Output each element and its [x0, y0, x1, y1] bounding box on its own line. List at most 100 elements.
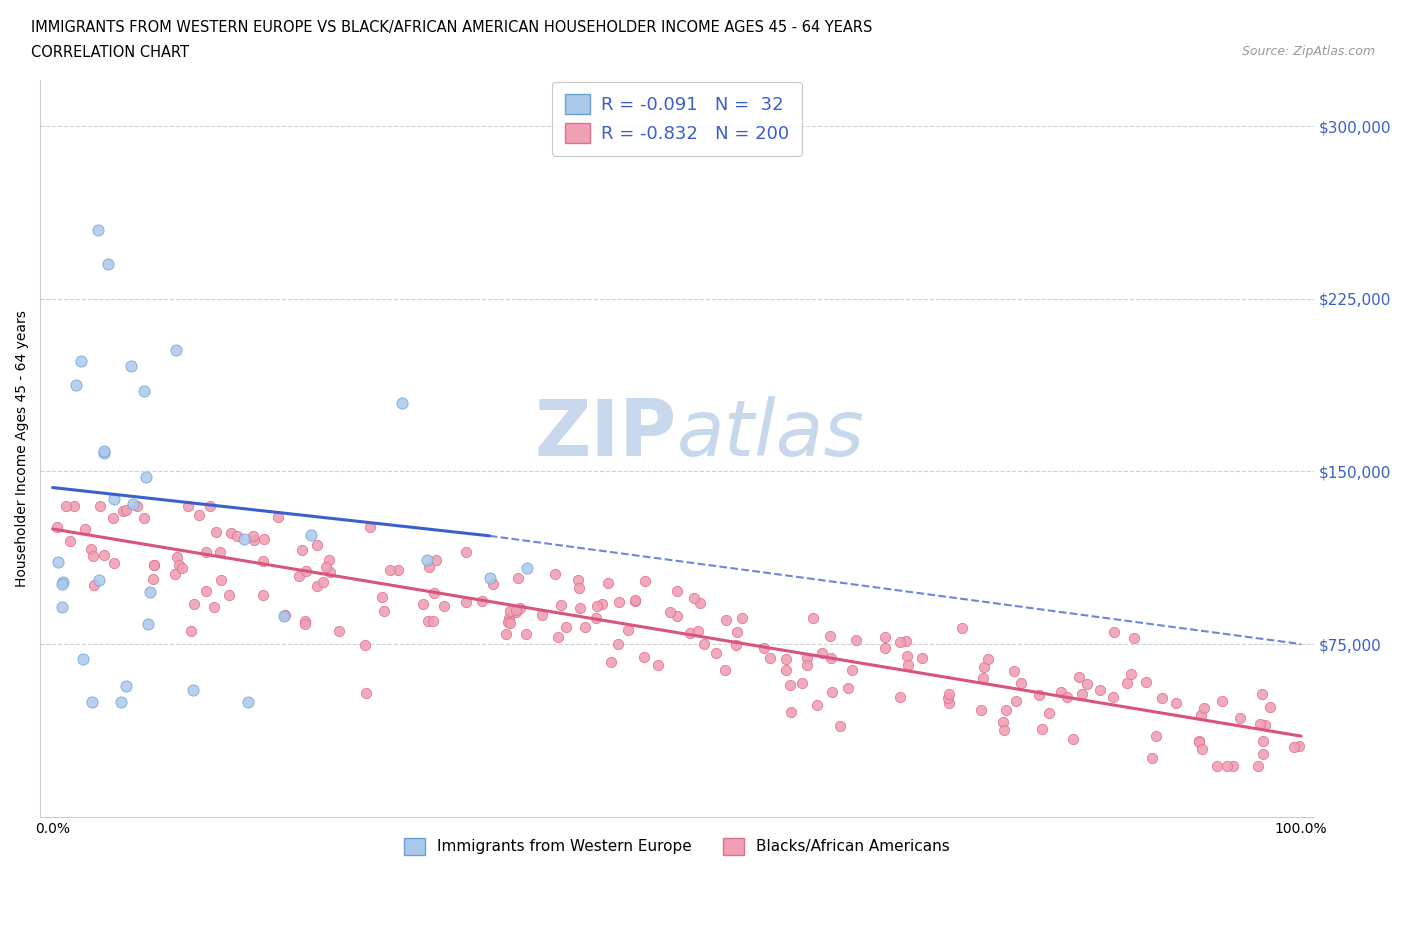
Point	[1135, 674, 1157, 689]
Point	[83, 578, 105, 592]
Point	[226, 528, 249, 543]
Text: CORRELATION CHART: CORRELATION CHART	[31, 45, 188, 60]
Point	[416, 552, 439, 567]
Point	[665, 608, 688, 623]
Point	[294, 614, 316, 629]
Point	[544, 566, 567, 581]
Point	[689, 595, 711, 610]
Point	[287, 569, 309, 584]
Point	[731, 610, 754, 625]
Point	[80, 541, 103, 556]
Point	[779, 678, 801, 693]
Point	[328, 623, 350, 638]
Point	[111, 503, 134, 518]
Point	[725, 625, 748, 640]
Point	[51, 574, 73, 589]
Point	[46, 554, 69, 569]
Point	[499, 604, 522, 618]
Point	[623, 593, 645, 608]
Point	[243, 533, 266, 548]
Point	[574, 619, 596, 634]
Point	[647, 658, 669, 672]
Point	[841, 663, 863, 678]
Point	[896, 648, 918, 663]
Point	[950, 620, 973, 635]
Point	[1150, 690, 1173, 705]
Point	[821, 684, 844, 699]
Point	[1258, 700, 1281, 715]
Point	[796, 650, 818, 665]
Point	[555, 619, 578, 634]
Point	[1122, 631, 1144, 645]
Point	[547, 630, 569, 644]
Point	[1070, 686, 1092, 701]
Point	[307, 538, 329, 552]
Point	[96, 257, 118, 272]
Point	[1002, 664, 1025, 679]
Point	[205, 525, 228, 539]
Point	[976, 652, 998, 667]
Point	[936, 690, 959, 705]
Point	[299, 527, 322, 542]
Text: IMMIGRANTS FROM WESTERN EUROPE VS BLACK/AFRICAN AMERICAN HOUSEHOLDER INCOME AGES: IMMIGRANTS FROM WESTERN EUROPE VS BLACK/…	[31, 20, 872, 35]
Point	[51, 577, 73, 591]
Point	[1229, 711, 1251, 725]
Point	[62, 498, 84, 513]
Point	[218, 588, 240, 603]
Point	[163, 567, 186, 582]
Point	[911, 650, 934, 665]
Point	[312, 575, 335, 590]
Point	[139, 584, 162, 599]
Point	[759, 651, 782, 666]
Point	[82, 694, 104, 709]
Point	[120, 358, 142, 373]
Point	[505, 603, 527, 618]
Point	[686, 623, 709, 638]
Point	[1251, 686, 1274, 701]
Point	[801, 610, 824, 625]
Point	[315, 560, 337, 575]
Point	[391, 395, 413, 410]
Point	[103, 511, 125, 525]
Point	[1166, 696, 1188, 711]
Point	[294, 617, 316, 631]
Point	[585, 610, 607, 625]
Point	[253, 532, 276, 547]
Point	[1187, 734, 1209, 749]
Point	[993, 723, 1015, 737]
Point	[456, 545, 478, 560]
Point	[568, 580, 591, 595]
Point	[568, 601, 591, 616]
Point	[873, 641, 896, 656]
Point	[607, 595, 630, 610]
Point	[1069, 670, 1091, 684]
Point	[505, 604, 527, 619]
Point	[790, 675, 813, 690]
Point	[354, 637, 377, 652]
Point	[591, 596, 613, 611]
Point	[1249, 716, 1271, 731]
Point	[319, 565, 342, 579]
Point	[202, 599, 225, 614]
Point	[496, 614, 519, 629]
Point	[87, 222, 110, 237]
Point	[412, 597, 434, 612]
Point	[1211, 694, 1233, 709]
Point	[499, 616, 522, 631]
Point	[775, 663, 797, 678]
Point	[1090, 683, 1112, 698]
Point	[1031, 722, 1053, 737]
Point	[683, 591, 706, 605]
Point	[433, 599, 456, 614]
Point	[132, 383, 155, 398]
Point	[938, 696, 960, 711]
Point	[82, 549, 104, 564]
Point	[1253, 734, 1275, 749]
Point	[114, 678, 136, 693]
Point	[994, 703, 1017, 718]
Point	[599, 655, 621, 670]
Point	[183, 596, 205, 611]
Point	[1038, 706, 1060, 721]
Point	[1288, 738, 1310, 753]
Point	[845, 633, 868, 648]
